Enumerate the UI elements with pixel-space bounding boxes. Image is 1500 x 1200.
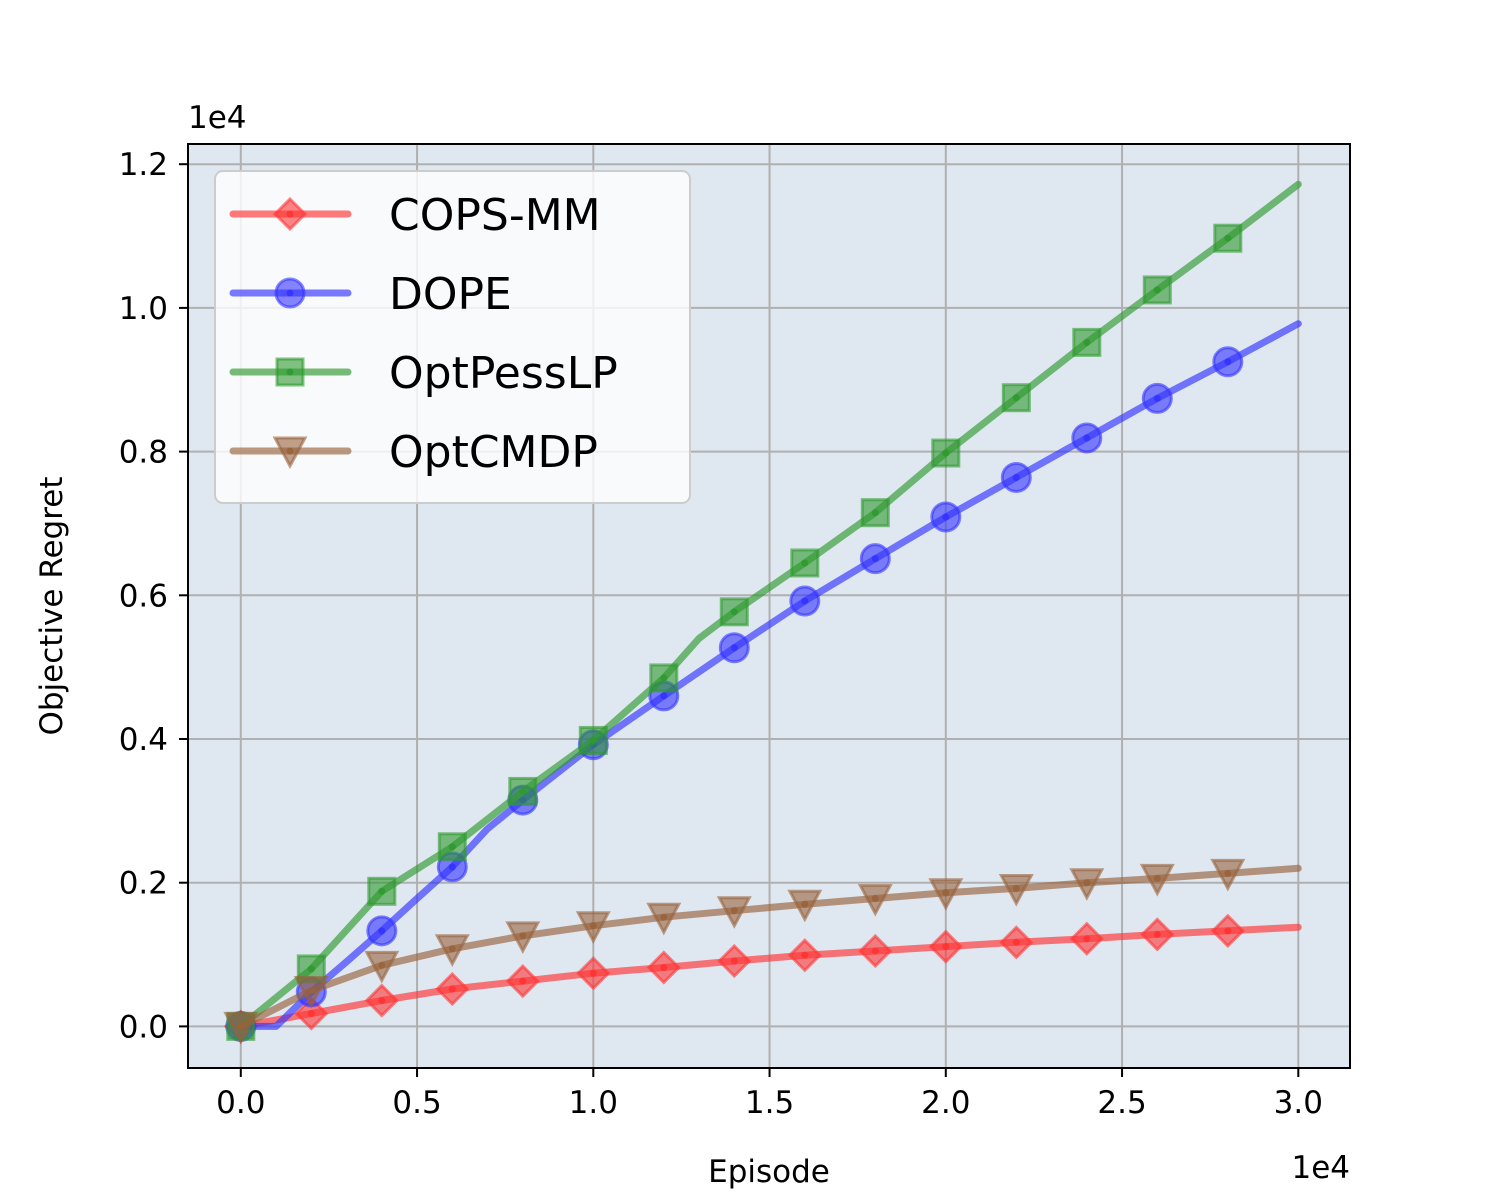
data-point-center [448,863,456,871]
data-point-center [942,943,950,951]
y-tick-label: 0.4 [119,722,168,758]
data-point-center [378,887,386,895]
data-point-center [237,1022,245,1030]
data-point-center [1153,930,1161,938]
data-point-center [942,449,950,457]
data-point-center [448,945,456,953]
data-point [578,725,608,755]
x-tick-label: 1.0 [569,1085,618,1121]
data-point-center [660,692,668,700]
x-tick-label: 0.0 [216,1085,265,1121]
series-line [237,923,1302,1030]
legend-label: DOPE [389,269,512,320]
data-point-center [307,1009,315,1017]
data-point-center [871,947,879,955]
x-tick-label: 2.0 [921,1085,970,1121]
data-point-center [1224,358,1232,366]
legend-item: COPS-MM [229,190,601,241]
series-line [237,864,1302,1030]
y-tick-label: 0.6 [119,578,168,614]
data-point-center [942,889,950,897]
data-point-center [730,644,738,652]
series-OptCMDP [223,858,1302,1045]
x-axis-label: Episode [708,1154,830,1190]
y-tick-label: 0.8 [119,435,168,471]
legend-label: OptPessLP [389,348,618,399]
data-point [790,548,820,578]
data-point [1142,275,1172,305]
data-point-center [519,932,527,940]
data-point-center [589,922,597,930]
data-point-center [1012,884,1020,892]
data-point-center [871,555,879,563]
legend-label: COPS-MM [389,190,601,241]
data-point-center [801,559,809,567]
data-point-center [307,986,315,994]
legend-marker-center [286,210,294,218]
data-point-center [448,985,456,993]
data-point-center [1153,874,1161,882]
data-point-center [871,509,879,517]
y-tick-label: 1.0 [119,291,168,327]
data-point-center [1083,935,1091,943]
data-point-center [1224,869,1232,877]
data-point-center [519,787,527,795]
data-point-center [589,736,597,744]
y-tick-label: 0.2 [119,866,168,902]
data-point-center [1012,394,1020,402]
data-point-center [801,951,809,959]
data-point-center [1012,938,1020,946]
data-point-center [730,608,738,616]
data-point-center [730,907,738,915]
legend-item: OptCMDP [229,427,598,478]
data-point-center [1224,927,1232,935]
y-tick-label: 1.2 [119,147,168,183]
data-point-center [519,977,527,985]
data-point-center [378,997,386,1005]
data-point-center [871,895,879,903]
data-point-center [378,961,386,969]
data-point-center [1153,286,1161,294]
legend-item: OptPessLP [229,348,618,399]
data-point-center [1224,234,1232,242]
legend: COPS-MM DOPE OptPessLP OptCMDP [214,170,691,504]
legend-label: OptCMDP [389,427,598,478]
y-axis-offset-label: 1e4 [188,100,247,136]
x-tick-label: 1.5 [745,1085,794,1121]
series-COPS-MM [223,913,1302,1044]
data-point-center [801,597,809,605]
legend-marker-center [286,447,294,455]
data-point-center [1083,434,1091,442]
legend-marker-center [286,368,294,376]
data-point-center [660,913,668,921]
data-point-center [1153,394,1161,402]
data-point-center [307,965,315,973]
data-point-center [448,843,456,851]
data-point-center [589,969,597,977]
data-point-center [378,927,386,935]
x-axis-offset-label: 1e4 [1291,1150,1350,1186]
x-tick-label: 2.5 [1097,1085,1146,1121]
data-point-center [660,963,668,971]
y-axis-label: Objective Regret [34,476,70,735]
data-point-center [801,900,809,908]
series-layer [223,180,1302,1045]
data-point-center [1012,473,1020,481]
legend-marker-center [286,289,294,297]
data-point-center [1083,338,1091,346]
ticks: 0.0 0.5 1.0 1.5 2.0 2.5 3.0 0.0 0.2 0.4 0.6 0.8 1.0 1… [119,147,1323,1121]
legend-box [214,170,691,504]
legend-item: DOPE [229,269,512,320]
x-tick-label: 3.0 [1274,1085,1323,1121]
data-point-center [660,674,668,682]
data-point-center [1083,879,1091,887]
x-tick-label: 0.5 [392,1085,441,1121]
data-point [1001,383,1031,413]
data-point-center [730,957,738,965]
data-point-center [942,513,950,521]
y-tick-label: 0.0 [119,1009,168,1045]
